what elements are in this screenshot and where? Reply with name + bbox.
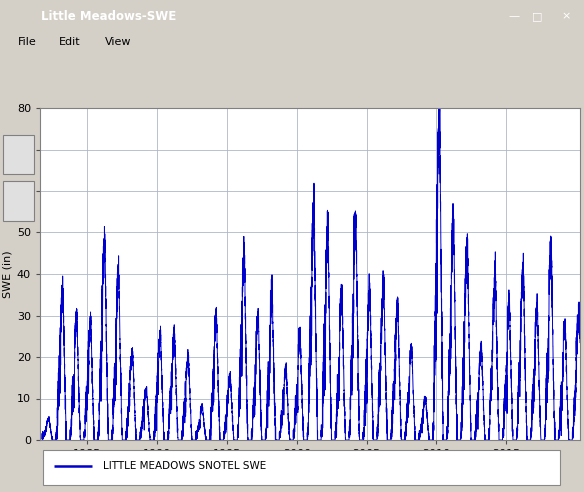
Text: —: — (508, 11, 520, 22)
Text: LITTLE MEADOWS SNOTEL SWE: LITTLE MEADOWS SNOTEL SWE (103, 461, 266, 471)
Y-axis label: SWE (in): SWE (in) (3, 250, 13, 298)
Text: □: □ (532, 11, 543, 22)
Text: Edit: Edit (58, 37, 80, 47)
Text: Little Meadows-SWE: Little Meadows-SWE (41, 10, 176, 23)
FancyBboxPatch shape (3, 181, 34, 221)
Text: ×: × (562, 11, 571, 22)
FancyBboxPatch shape (43, 450, 560, 485)
FancyBboxPatch shape (3, 134, 34, 174)
Text: File: File (18, 37, 36, 47)
Text: View: View (105, 37, 131, 47)
